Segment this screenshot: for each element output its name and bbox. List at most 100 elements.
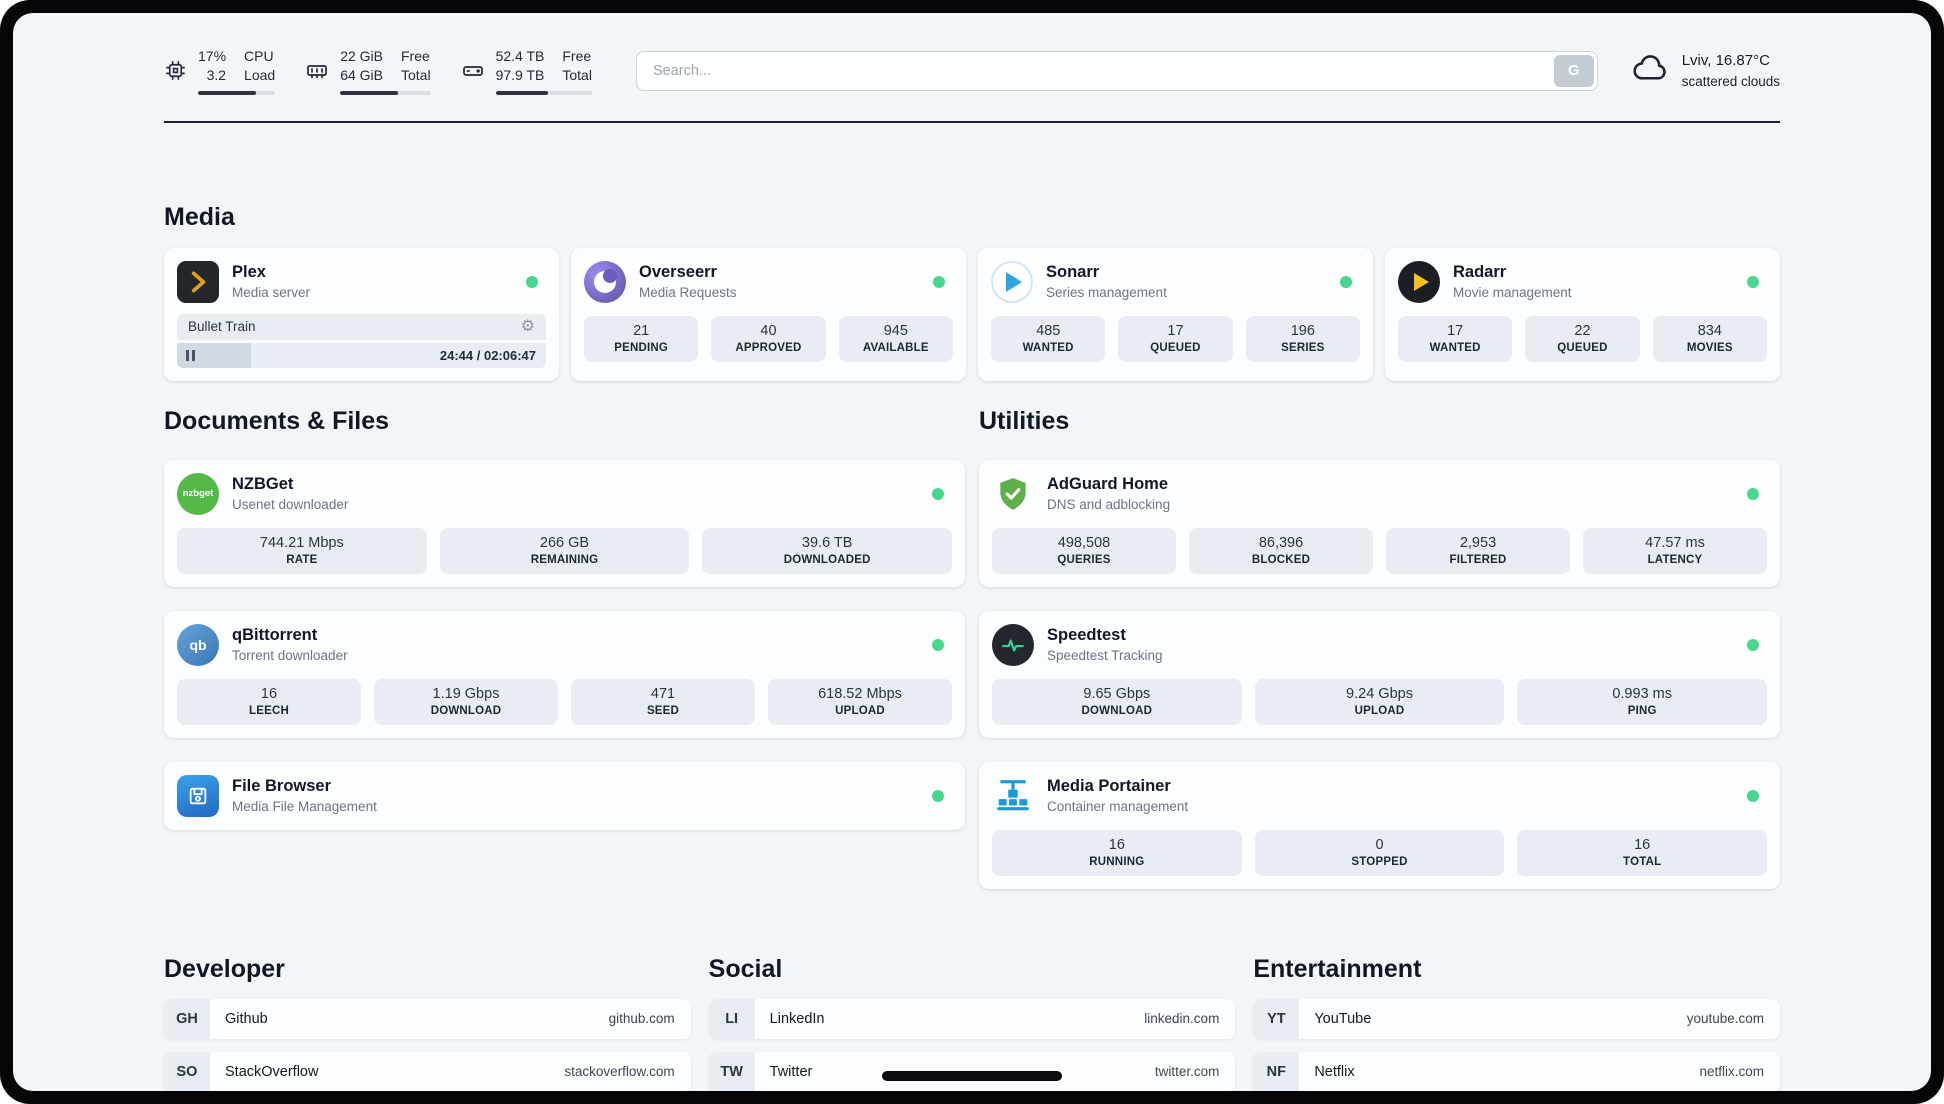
cloud-icon (1632, 52, 1670, 89)
bookmark-name: LinkedIn (769, 1010, 825, 1027)
bookmark-url: github.com (608, 1011, 675, 1027)
bookmark-netflix[interactable]: NF Netflix netflix.com (1253, 1051, 1780, 1091)
app-card-nzbget[interactable]: nzbget NZBGet Usenet downloader 744.21 M… (164, 459, 965, 587)
app-card-portainer[interactable]: Media Portainer Container management 16 … (979, 761, 1780, 889)
playback-time: 24:44 / 02:06:47 (439, 347, 536, 363)
app-name: Overseerr (639, 263, 717, 282)
adguard-icon (992, 473, 1034, 515)
bookmark-name: StackOverflow (225, 1063, 319, 1080)
section-title-developer: Developer (164, 954, 285, 983)
stat-box: 196 SERIES (1245, 315, 1360, 362)
stat-box: 40 APPROVED (711, 315, 826, 362)
stat-box: 0 STOPPED (1254, 829, 1505, 876)
disk-total-label: Total (562, 66, 592, 83)
bookmark-github[interactable]: GH Github github.com (164, 998, 691, 1039)
app-subtitle: Speedtest Tracking (1047, 648, 1163, 664)
disk-progress-bar (495, 90, 592, 95)
ram-icon (305, 59, 329, 83)
app-card-radarr[interactable]: Radarr Movie management 17 WANTED 2 (1385, 247, 1780, 381)
stat-box: 21 PENDING (584, 315, 699, 362)
home-indicator (882, 1071, 1062, 1081)
section-title-social: Social (708, 954, 783, 983)
ram-free-value: 22 GiB (340, 48, 383, 64)
app-name: Plex (232, 263, 266, 282)
top-bar: 17% 3.2 CPU Load (164, 47, 1780, 95)
bookmark-youtube[interactable]: YT YouTube youtube.com (1253, 998, 1780, 1039)
ram-free-label: Free (401, 48, 430, 64)
app-name: AdGuard Home (1047, 475, 1169, 494)
stat-box: 266 GB REMAINING (439, 527, 690, 574)
bookmark-linkedin[interactable]: LI LinkedIn linkedin.com (708, 998, 1236, 1039)
playback-progress-bar[interactable]: 24:44 / 02:06:47 (177, 342, 546, 368)
app-card-filebrowser[interactable]: File Browser Media File Management (164, 761, 965, 830)
stat-box: 16 TOTAL (1517, 829, 1768, 876)
app-subtitle: Movie management (1453, 285, 1572, 301)
status-online-dot (1747, 638, 1759, 651)
bookmark-badge: YT (1253, 998, 1300, 1039)
stat-box: 834 MOVIES (1652, 315, 1767, 362)
status-online-dot (933, 275, 945, 288)
status-online-dot (932, 487, 944, 500)
qbittorrent-icon: qb (177, 623, 219, 666)
status-online-dot (1747, 487, 1759, 500)
bookmark-name: YouTube (1314, 1010, 1372, 1027)
status-online-dot (932, 638, 944, 651)
bookmark-badge: GH (164, 998, 210, 1039)
cpu-load-value: 3.2 (206, 66, 227, 83)
weather-widget: Lviv, 16.87°C scattered clouds (1632, 50, 1780, 93)
bookmark-badge: SO (164, 1051, 210, 1091)
pause-icon[interactable] (186, 349, 195, 361)
status-online-dot (1747, 275, 1759, 288)
search-input[interactable] (635, 50, 1598, 91)
bookmark-url: netflix.com (1699, 1064, 1764, 1080)
stat-box: 16 LEECH (177, 678, 361, 725)
app-card-qbittorrent[interactable]: qb qBittorrent Torrent downloader 16 LEE… (164, 610, 965, 738)
nzbget-icon: nzbget (177, 472, 219, 515)
status-online-dot (526, 275, 538, 288)
app-name: Media Portainer (1047, 777, 1171, 796)
app-card-plex[interactable]: Plex Media server Bullet Train ⚙ (164, 247, 559, 381)
disk-widget: 52.4 TB 97.9 TB Free Total (461, 47, 592, 95)
bookmark-badge: LI (708, 998, 755, 1039)
bookmark-stackoverflow[interactable]: SO StackOverflow stackoverflow.com (164, 1051, 691, 1091)
app-name: File Browser (232, 777, 332, 796)
weather-condition: scattered clouds (1681, 74, 1780, 90)
section-title-documents: Documents & Files (164, 406, 390, 435)
stat-box: 471 SEED (571, 678, 755, 725)
app-card-sonarr[interactable]: Sonarr Series management 485 WANTED (978, 247, 1373, 381)
app-card-overseerr[interactable]: Overseerr Media Requests 21 PENDING (571, 247, 966, 381)
stat-box: 618.52 Mbps UPLOAD (768, 678, 952, 725)
app-name: Speedtest (1047, 626, 1126, 645)
speedtest-icon (992, 623, 1034, 666)
status-online-dot (932, 789, 944, 802)
portainer-icon (992, 775, 1034, 817)
header-divider (164, 120, 1780, 123)
stat-box: 47.57 ms LATENCY (1583, 527, 1767, 574)
gear-icon[interactable]: ⚙ (520, 317, 535, 335)
bookmark-name: Twitter (769, 1063, 813, 1080)
app-card-speedtest[interactable]: Speedtest Speedtest Tracking 9.65 Gbps D… (979, 610, 1780, 738)
stat-box: 16 RUNNING (992, 829, 1242, 876)
cpu-icon (164, 59, 187, 82)
app-card-adguard[interactable]: AdGuard Home DNS and adblocking 498,508 … (979, 459, 1780, 587)
bookmark-badge: NF (1253, 1051, 1300, 1091)
weather-location: Lviv, 16.87°C (1681, 51, 1770, 69)
bookmark-badge: TW (708, 1051, 755, 1091)
ram-total-label: Total (401, 66, 431, 83)
plex-now-playing: Bullet Train ⚙ 24:44 / 02:06:47 (177, 313, 546, 368)
bookmark-url: linkedin.com (1144, 1011, 1220, 1027)
bookmark-url: stackoverflow.com (564, 1064, 675, 1080)
disk-icon (461, 59, 485, 83)
app-subtitle: Series management (1046, 285, 1167, 301)
sonarr-icon (991, 260, 1033, 303)
stat-box: 17 WANTED (1398, 315, 1513, 362)
stat-box: 485 WANTED (991, 315, 1106, 362)
app-subtitle: DNS and adblocking (1047, 497, 1171, 513)
cpu-widget: 17% 3.2 CPU Load (164, 47, 276, 95)
disk-free-label: Free (562, 48, 592, 64)
stat-box: 2,953 FILTERED (1386, 527, 1570, 574)
bookmark-url: youtube.com (1686, 1011, 1764, 1027)
ram-widget: 22 GiB 64 GiB Free Total (305, 47, 431, 95)
search-engine-button[interactable]: G (1553, 54, 1594, 87)
